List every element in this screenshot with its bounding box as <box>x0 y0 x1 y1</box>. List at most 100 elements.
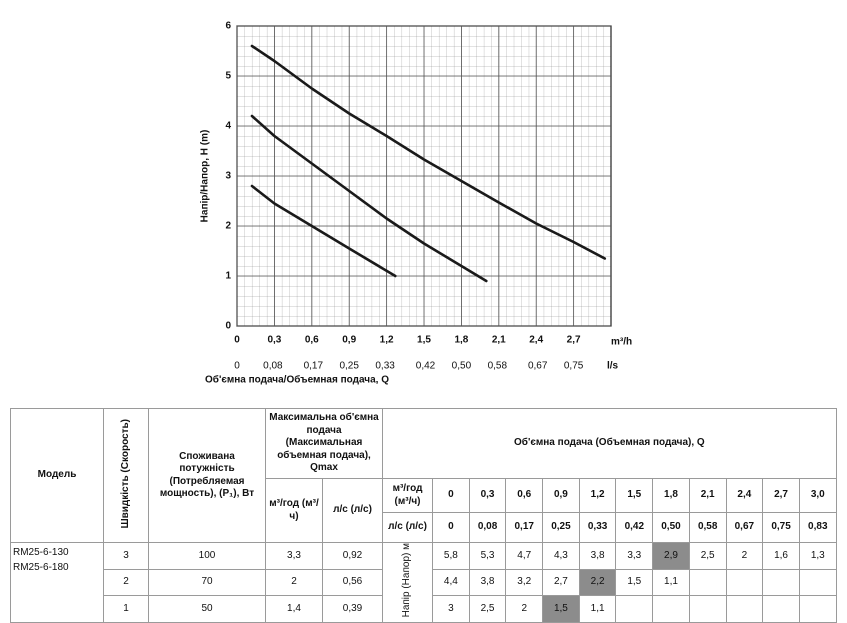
qmax-ls: 0,92 <box>321 542 384 570</box>
speed: 2 <box>103 568 149 597</box>
qmax-m3h: 2 <box>265 568 323 597</box>
table-row: Модель Швидкість (Скорость) Споживана поту… <box>10 408 837 543</box>
x-tick-label: 2,1 <box>492 335 506 346</box>
head-value: 1,1 <box>652 568 690 597</box>
x2-tick-label: 0,67 <box>528 361 548 372</box>
x-tick-label: 1,5 <box>417 335 431 346</box>
x-unit: m³/h <box>611 337 632 348</box>
x-axis-title: Об'ємна подача/Объемная подача, Q <box>205 374 389 386</box>
head-value: 1,6 <box>762 542 800 570</box>
flow-ls: 0,58 <box>688 512 727 543</box>
speed: 3 <box>103 542 149 570</box>
head-value: 2,2 <box>578 568 617 597</box>
head-value: 3,2 <box>505 568 544 597</box>
y-axis-title: Напір/Напор, H (m) <box>200 130 211 223</box>
empty-cell <box>688 568 727 597</box>
head-value: 5,8 <box>432 542 470 570</box>
flow-m3h: 1,5 <box>615 478 654 513</box>
qmax-ls: 0,56 <box>321 568 384 597</box>
head-value: 2 <box>725 542 764 570</box>
x2-tick-label: 0,25 <box>339 361 359 372</box>
flow-ls: 0,42 <box>615 512 654 543</box>
page-body: Напір/Напор, H (m) Об'ємна подача/Объемн… <box>10 20 837 623</box>
head-value: 3,8 <box>578 542 617 570</box>
x-tick-label: 1,8 <box>454 335 468 346</box>
empty-cell <box>798 568 837 597</box>
x-tick-label: 0,6 <box>305 335 319 346</box>
qmax-m3h: 3,3 <box>265 542 323 570</box>
x2-tick-label: 0 <box>234 361 240 372</box>
header-head: Напір (Напор) м <box>382 542 434 623</box>
x2-tick-label: 0,33 <box>375 361 395 372</box>
flow-m3h: 3,0 <box>798 478 837 513</box>
y-tick-label: 3 <box>225 171 231 182</box>
page: Pump curve {"chart_data": { "type": "lin… <box>10 20 837 623</box>
flow-ls: 0,50 <box>652 512 690 543</box>
head-value: 2,9 <box>652 542 690 570</box>
y-tick-label: 6 <box>225 21 231 32</box>
header-flow: Об'ємна подача (Объемная подача), Q <box>382 408 837 479</box>
flow-ls: 0,75 <box>762 512 800 543</box>
flow-m3h: 2,1 <box>688 478 727 513</box>
power: 100 <box>148 542 266 570</box>
head-value: 2,5 <box>688 542 727 570</box>
header-speed: Швидкість (Скорость) <box>103 408 149 543</box>
x2-tick-label: 0,08 <box>263 361 283 372</box>
y-tick-label: 2 <box>225 221 231 232</box>
x-tick-label: 1,2 <box>380 335 394 346</box>
head-value: 1,5 <box>615 568 654 597</box>
header-flow-ls: л/с (л/с) <box>382 512 434 543</box>
head-value: 3,8 <box>468 568 507 597</box>
header-qmax-m3h: м³/год (м³/ч) <box>265 478 323 543</box>
header-head-text: Напір (Напор) м <box>401 543 413 618</box>
chart: Напір/Напор, H (m) Об'ємна подача/Объемн… <box>200 21 632 386</box>
flow-ls: 0,25 <box>542 512 580 543</box>
flow-m3h: 1,8 <box>652 478 690 513</box>
y-tick-label: 4 <box>225 121 231 132</box>
x2-tick-label: 0,75 <box>564 361 584 372</box>
model-name: RM25-6-130 <box>13 547 69 558</box>
head-value: 3,3 <box>615 542 654 570</box>
flow-ls: 0,67 <box>725 512 764 543</box>
flow-m3h: 2,4 <box>725 478 764 513</box>
flow-ls: 0,08 <box>468 512 507 543</box>
head-value: 4,3 <box>542 542 580 570</box>
y-tick-label: 5 <box>225 71 231 82</box>
flow-m3h: 2,7 <box>762 478 800 513</box>
header-speed-text: Швидкість (Скорость) <box>119 418 131 528</box>
head-value: 4,4 <box>432 568 470 597</box>
head-value: 4,7 <box>505 542 544 570</box>
pump-curve <box>250 184 397 278</box>
empty-cell <box>725 568 764 597</box>
x-tick-label: 2,4 <box>529 335 543 346</box>
x2-tick-label: 0,17 <box>304 361 324 372</box>
table-row: м³/год (м³/ч) л/с (л/с) м³/год (м³/ч) 0 0,3 0… <box>11 478 837 543</box>
flow-m3h: 0,3 <box>468 478 507 513</box>
x-tick-label: 0,3 <box>267 335 281 346</box>
x2-tick-label: 0,50 <box>452 361 472 372</box>
flow-m3h: 1,2 <box>578 478 617 513</box>
flow-ls: 0 <box>432 512 470 543</box>
spec-table: Модель Швидкість (Скорость) Споживана поту… <box>10 408 837 623</box>
table-row: RM25-6-130 RM25-6-180 3 100 3,3 0,92 Напір (На… <box>10 542 837 623</box>
head-value: 5,3 <box>468 542 507 570</box>
model-cell: RM25-6-130 RM25-6-180 <box>10 542 104 623</box>
header-qmax: Максимальна об'ємна подача (Максимальная… <box>264 408 384 479</box>
flow-ls: 0,17 <box>505 512 544 543</box>
x-tick-label: 0,9 <box>342 335 356 346</box>
head-value: 2,7 <box>542 568 580 597</box>
flow-m3h: 0,9 <box>542 478 580 513</box>
flow-m3h: 0,6 <box>505 478 544 513</box>
table-row: 2 70 2 0,56 4,4 3,8 3,2 2,7 2,2 1,5 1,1 <box>11 568 837 597</box>
y-tick-label: 0 <box>225 321 231 332</box>
flow-m3h: 0 <box>432 478 470 513</box>
pump-curve <box>250 114 488 283</box>
header-qmax-ls: л/с (л/с) <box>321 478 384 543</box>
header-model: Модель <box>10 408 104 543</box>
header-flow-m3h: м³/год (м³/ч) <box>382 478 434 513</box>
x2-unit: l/s <box>607 361 619 372</box>
pump-curve <box>250 44 607 260</box>
model-name: RM25-6-180 <box>13 562 69 573</box>
x-tick-label: 2,7 <box>567 335 581 346</box>
header-power: Споживана потужність (Потребляемая мощно… <box>148 408 266 543</box>
